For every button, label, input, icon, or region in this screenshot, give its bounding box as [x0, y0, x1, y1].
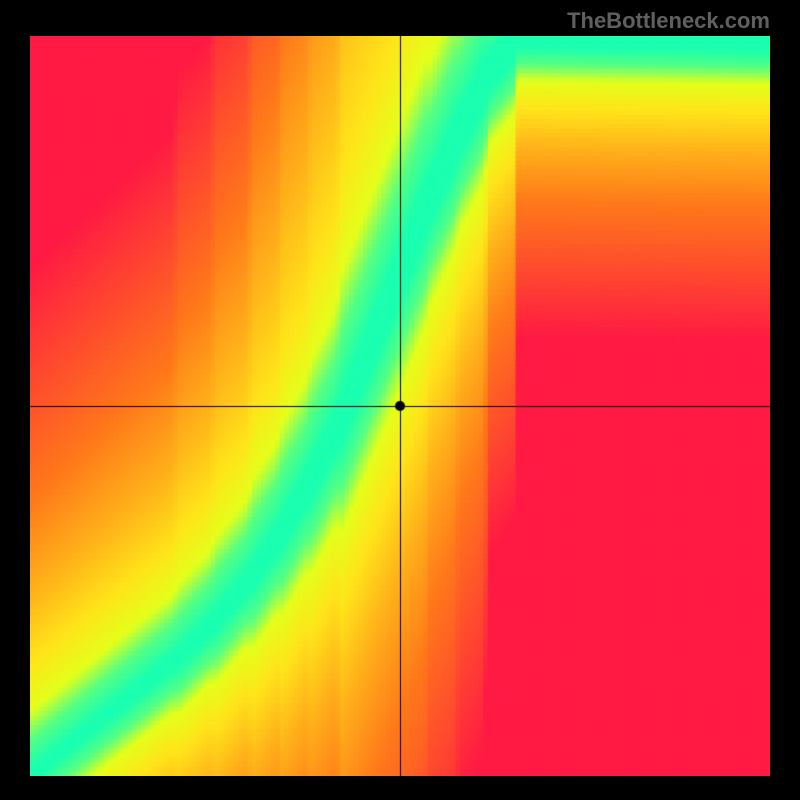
- bottleneck-heatmap: [30, 36, 770, 776]
- chart-container: TheBottleneck.com: [0, 0, 800, 800]
- watermark-text: TheBottleneck.com: [567, 8, 770, 34]
